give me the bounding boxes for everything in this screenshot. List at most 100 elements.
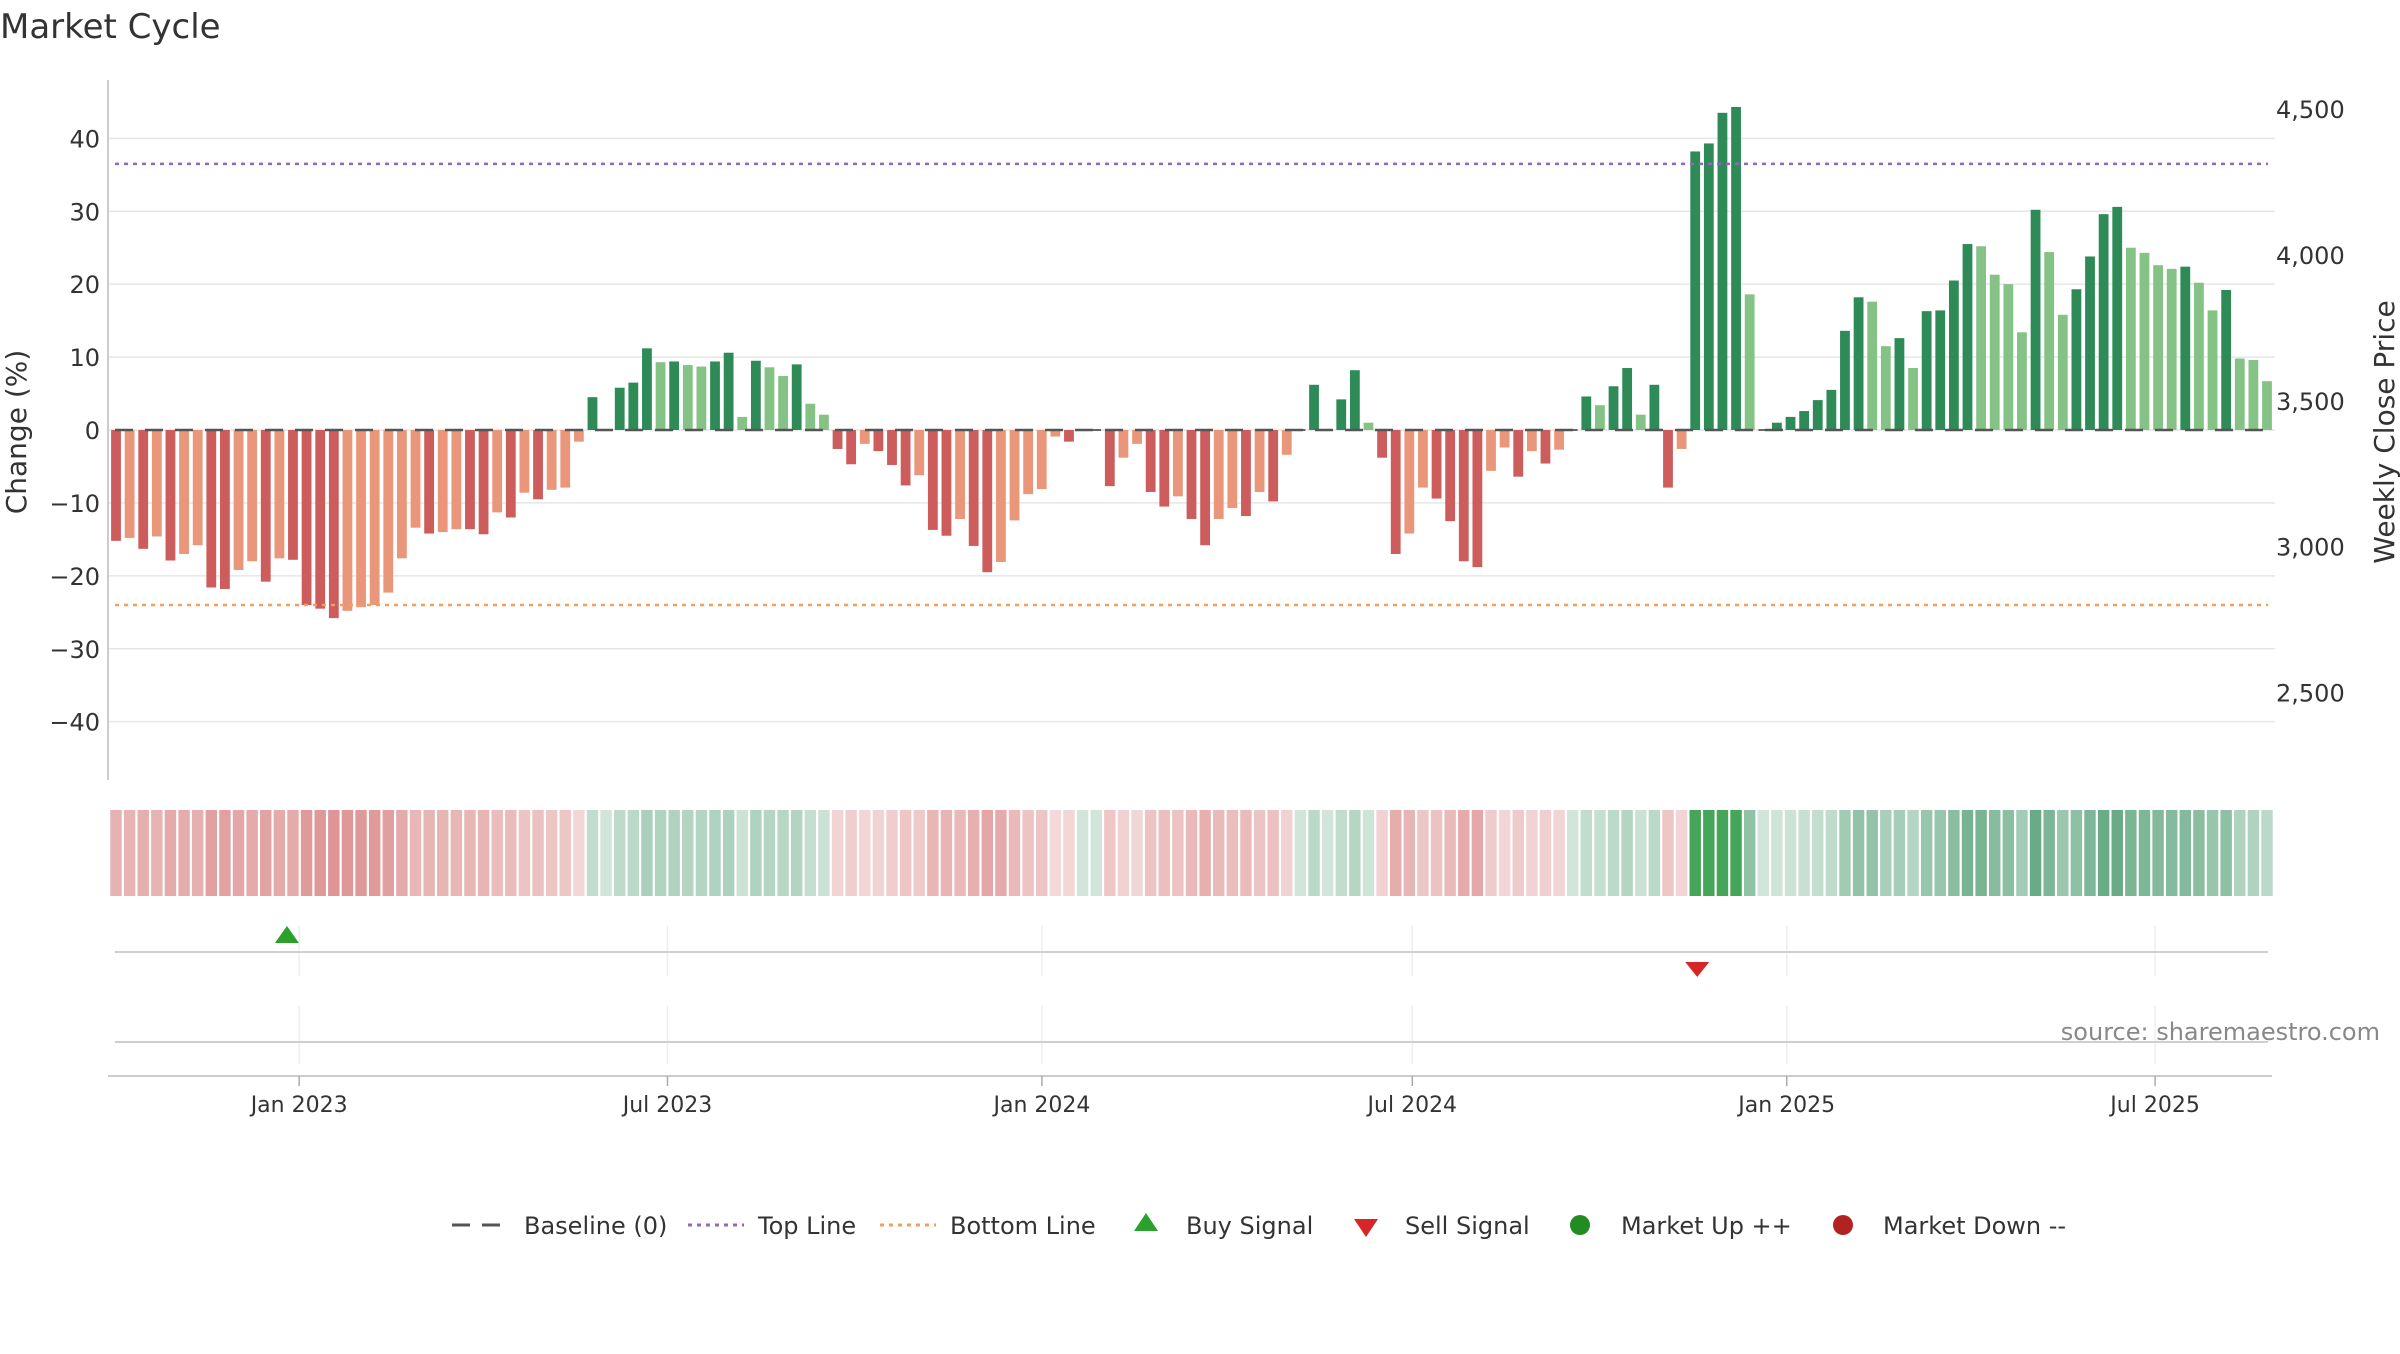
heat-cell <box>273 810 286 896</box>
heat-cell <box>491 810 503 896</box>
legend-top-label: Top Line <box>757 1212 856 1240</box>
y-tick-label: −20 <box>49 563 100 591</box>
bar <box>914 430 925 476</box>
bar <box>1349 370 1360 430</box>
bar <box>328 430 339 619</box>
heat-cell <box>2247 810 2260 896</box>
bar <box>1976 246 1987 430</box>
bar <box>1908 368 1918 430</box>
heat-cell <box>409 810 422 896</box>
heat-cell <box>777 810 789 896</box>
heat-cell <box>191 810 204 896</box>
bar <box>274 430 285 559</box>
legend-buy-label: Buy Signal <box>1186 1212 1313 1240</box>
bar <box>750 360 761 430</box>
heat-cell <box>1185 810 1198 896</box>
legend-item-buy: Buy Signal <box>1134 1212 1313 1240</box>
bar <box>941 430 952 536</box>
bar <box>805 403 816 430</box>
bar <box>138 430 149 549</box>
bar <box>819 414 829 430</box>
legend-sell-label: Sell Signal <box>1405 1212 1530 1240</box>
bar <box>2248 360 2259 430</box>
heat-cell <box>1771 810 1783 896</box>
bar <box>2125 247 2136 430</box>
bar <box>533 430 543 500</box>
bar <box>1431 430 1442 499</box>
y2-axis-label: Weekly Close Price <box>2368 300 2400 563</box>
bar <box>1213 430 1224 519</box>
bar <box>1731 106 1741 431</box>
y2-tick-label: 2,500 <box>2276 680 2345 708</box>
bar <box>1894 338 1905 430</box>
bar <box>1241 430 1251 517</box>
bar <box>2180 266 2191 430</box>
heat-cell <box>2206 810 2219 896</box>
bar <box>1840 330 1850 430</box>
heat-cell <box>1294 810 1307 896</box>
bar <box>437 430 448 533</box>
bar <box>546 430 557 490</box>
y-tick-label: 20 <box>69 271 100 299</box>
heat-cell <box>1743 810 1756 896</box>
bar <box>478 430 489 535</box>
bar <box>927 430 938 530</box>
heat-cell <box>1471 810 1484 896</box>
bar <box>955 430 965 519</box>
heat-cell <box>954 810 966 896</box>
heat-cell <box>1812 810 1824 896</box>
bar <box>2207 310 2218 430</box>
heat-cell <box>1253 810 1266 896</box>
bar <box>1159 430 1170 507</box>
bar <box>1227 430 1238 509</box>
bar <box>1540 430 1551 464</box>
axes-layer: 40 30 20 10 0 −10 −20 −30 −40 4,500 4,000 3,500 3,00… <box>49 80 2345 780</box>
x-tick-label: Jul 2025 <box>2108 1093 2200 1118</box>
bar <box>1486 430 1496 471</box>
heat-cell <box>219 810 231 896</box>
heat-cell <box>1104 810 1116 896</box>
heat-cell <box>1213 810 1225 896</box>
heat-cell <box>1199 810 1211 896</box>
heat-cell <box>518 810 531 896</box>
reference-lines <box>115 162 2268 607</box>
bar <box>2194 282 2204 430</box>
bar <box>873 430 884 452</box>
heat-cell <box>1008 810 1021 896</box>
heat-cell <box>2220 810 2232 896</box>
heat-cell <box>1158 810 1170 896</box>
market-down-icon <box>1833 1215 1853 1235</box>
heat-cell <box>396 810 408 896</box>
bar <box>1989 274 2000 430</box>
heat-cell <box>1076 810 1089 896</box>
bar <box>1921 311 1932 430</box>
bar <box>1118 430 1129 458</box>
heat-cell <box>1362 810 1375 896</box>
heat-cell <box>2043 810 2055 896</box>
bar <box>982 430 993 573</box>
heat-cell <box>328 810 340 896</box>
bar <box>1608 386 1619 430</box>
bar <box>1744 294 1755 430</box>
bar <box>1254 430 1265 492</box>
heat-cell <box>1594 810 1606 896</box>
legend: Baseline (0) Top Line Bottom Line Buy Si… <box>452 1212 2066 1240</box>
bar <box>1867 301 1878 430</box>
bar <box>2003 284 2014 430</box>
bar <box>900 430 911 486</box>
bar <box>288 430 298 560</box>
bar <box>655 362 666 430</box>
heat-cell <box>831 810 844 896</box>
bar <box>356 430 366 608</box>
bar <box>1064 430 1074 442</box>
heat-cell <box>1648 810 1661 896</box>
heat-cell <box>505 810 517 896</box>
bar <box>1200 430 1211 546</box>
sell-signal-icon <box>1354 1219 1378 1237</box>
heat-cell <box>613 810 626 896</box>
heat-cell <box>859 810 871 896</box>
heat-cell <box>450 810 463 896</box>
heat-cell <box>532 810 544 896</box>
heat-cell <box>178 810 190 896</box>
heat-cell <box>1703 810 1715 896</box>
